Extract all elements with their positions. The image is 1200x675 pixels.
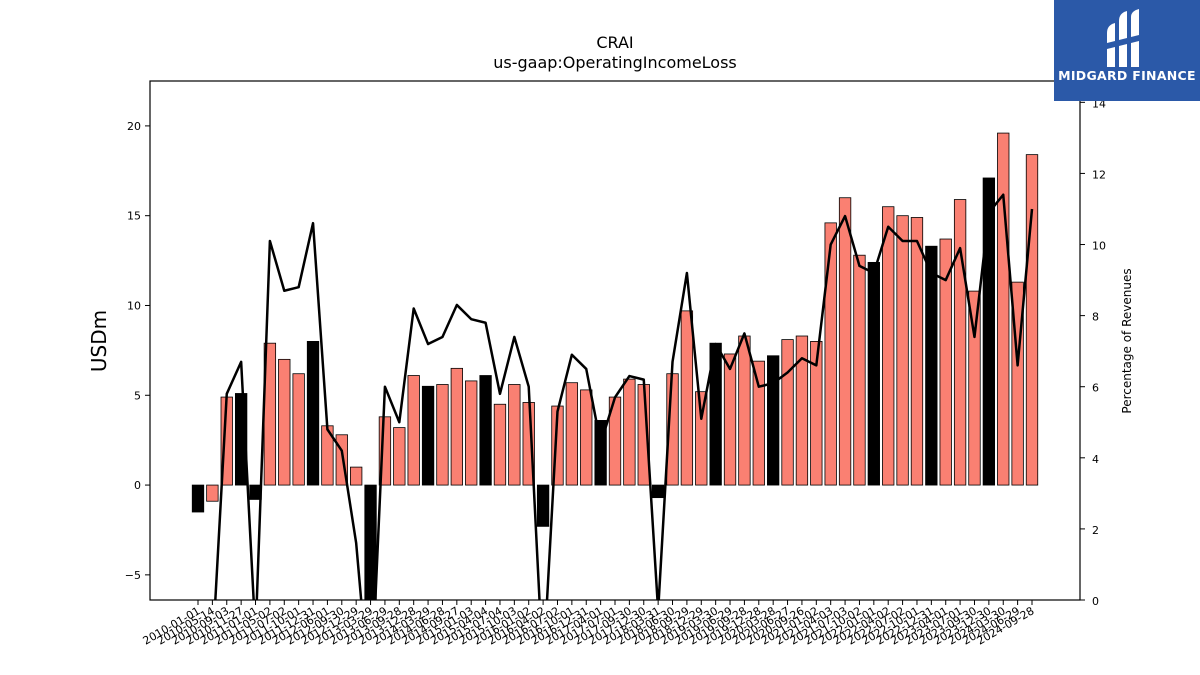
y-tick-label: −5 [125, 569, 141, 582]
bar [508, 384, 521, 486]
bar [810, 340, 823, 486]
bar [695, 391, 708, 486]
bar [953, 199, 967, 486]
bar [882, 206, 895, 486]
bar [493, 403, 507, 486]
y2-tick-label: 10 [1092, 240, 1106, 253]
bar [939, 238, 952, 486]
bar [479, 375, 492, 486]
bar [234, 393, 248, 486]
bar [824, 222, 837, 486]
bar [925, 245, 938, 486]
bar [378, 416, 392, 486]
y2-tick-label: 12 [1092, 168, 1106, 181]
bar [795, 335, 809, 486]
bar [738, 335, 751, 486]
logo-text: MIDGARD FINANCE [1058, 68, 1196, 83]
logo-mark-icon [1107, 9, 1139, 67]
bar [896, 215, 909, 486]
bar [594, 420, 607, 486]
y2-tick-label: 4 [1092, 453, 1099, 466]
bar [191, 484, 205, 513]
bar [407, 375, 420, 486]
chart-subtitle: us-gaap:OperatingIncomeLoss [493, 53, 737, 72]
bar [436, 384, 449, 486]
bar [421, 385, 435, 486]
y-tick-label: 15 [127, 210, 141, 223]
bar [781, 339, 794, 486]
bar [867, 261, 880, 486]
y-tick-label: 5 [134, 389, 141, 402]
bar [565, 382, 579, 486]
bar [335, 434, 348, 486]
bar [623, 378, 636, 486]
bar [536, 484, 550, 527]
bar [651, 484, 665, 499]
bar [997, 132, 1010, 486]
chart-title: CRAI [596, 33, 633, 52]
bar [853, 254, 866, 486]
bar [1025, 154, 1039, 486]
y-tick-label: 20 [127, 120, 141, 133]
bar [680, 310, 694, 486]
bar [278, 358, 291, 486]
brand-logo: MIDGARD FINANCE [1054, 0, 1200, 101]
bar [551, 405, 564, 486]
plot-clip-group [191, 132, 1039, 600]
y2-axis-label: Percentage of Revenues [1120, 268, 1134, 413]
y2-tick-label: 0 [1092, 595, 1099, 608]
y-tick-label: 0 [134, 479, 141, 492]
bar [206, 484, 219, 502]
bar [350, 466, 363, 486]
bar [364, 484, 377, 600]
y2-tick-label: 8 [1092, 311, 1099, 324]
percentage-line [214, 193, 1034, 600]
bar [723, 353, 737, 486]
bar [580, 389, 593, 486]
bar [450, 367, 463, 486]
y2-tick-label: 2 [1092, 524, 1099, 537]
bar [1011, 281, 1024, 486]
bar [306, 340, 320, 486]
plot-area: −505101520024681012142010-01-012010-05-1… [125, 80, 1106, 648]
bar [465, 380, 478, 486]
bar [393, 427, 406, 486]
bar [968, 290, 981, 486]
y2-tick-label: 6 [1092, 382, 1099, 395]
bar [767, 355, 780, 486]
y-axis-label: USDm [87, 310, 111, 372]
bar [910, 217, 924, 486]
bar [292, 373, 305, 486]
y-tick-label: 10 [127, 299, 141, 312]
bar [752, 360, 765, 486]
bar [838, 197, 852, 486]
bar [982, 177, 996, 486]
